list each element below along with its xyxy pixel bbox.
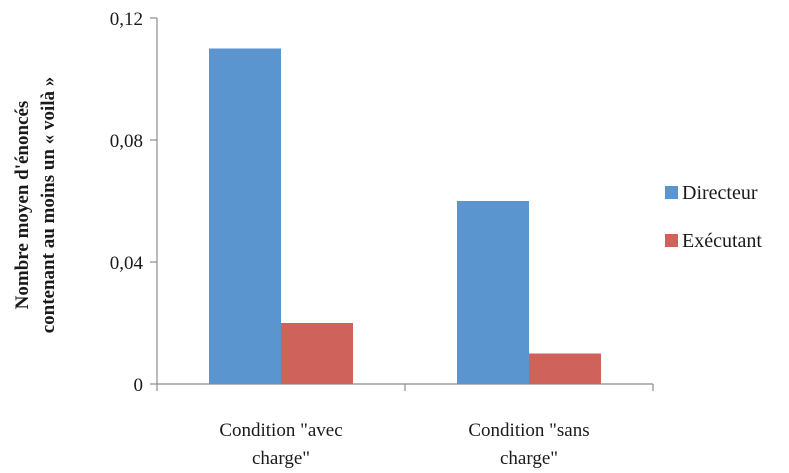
x-axis-labels: Condition "avec charge" Condition "sans cha… [219, 420, 589, 469]
y-axis-label: Nombre moyen d'énoncés contenant au moin… [12, 77, 59, 334]
legend-swatch [665, 234, 678, 247]
legend-label: Directeur [682, 182, 758, 204]
x-category-label: charge" [252, 448, 310, 469]
y-axis-label-line-2: contenant au moins un « voilà » [38, 77, 59, 334]
y-axis-label-line-1: Nombre moyen d'énoncés [12, 101, 33, 310]
bar-directeur-2 [457, 201, 529, 384]
x-category-label: Condition "sans [468, 420, 589, 441]
x-category-label: charge" [500, 448, 558, 469]
legend: Directeur Exécutant [665, 182, 762, 252]
legend-swatch [665, 186, 678, 199]
y-tick-label: 0 [134, 375, 144, 396]
x-category-label: Condition "avec [219, 420, 342, 441]
y-tick-label: 0,12 [110, 9, 143, 30]
axes: 0 0,04 0,08 0,12 [110, 9, 654, 396]
y-tick-label: 0,08 [110, 131, 143, 152]
legend-label: Exécutant [682, 230, 762, 252]
bar-executant-2 [529, 353, 601, 384]
bar-executant-1 [281, 323, 353, 384]
y-tick-label: 0,04 [110, 253, 144, 274]
bar-directeur-1 [209, 48, 281, 384]
bars [209, 48, 601, 384]
